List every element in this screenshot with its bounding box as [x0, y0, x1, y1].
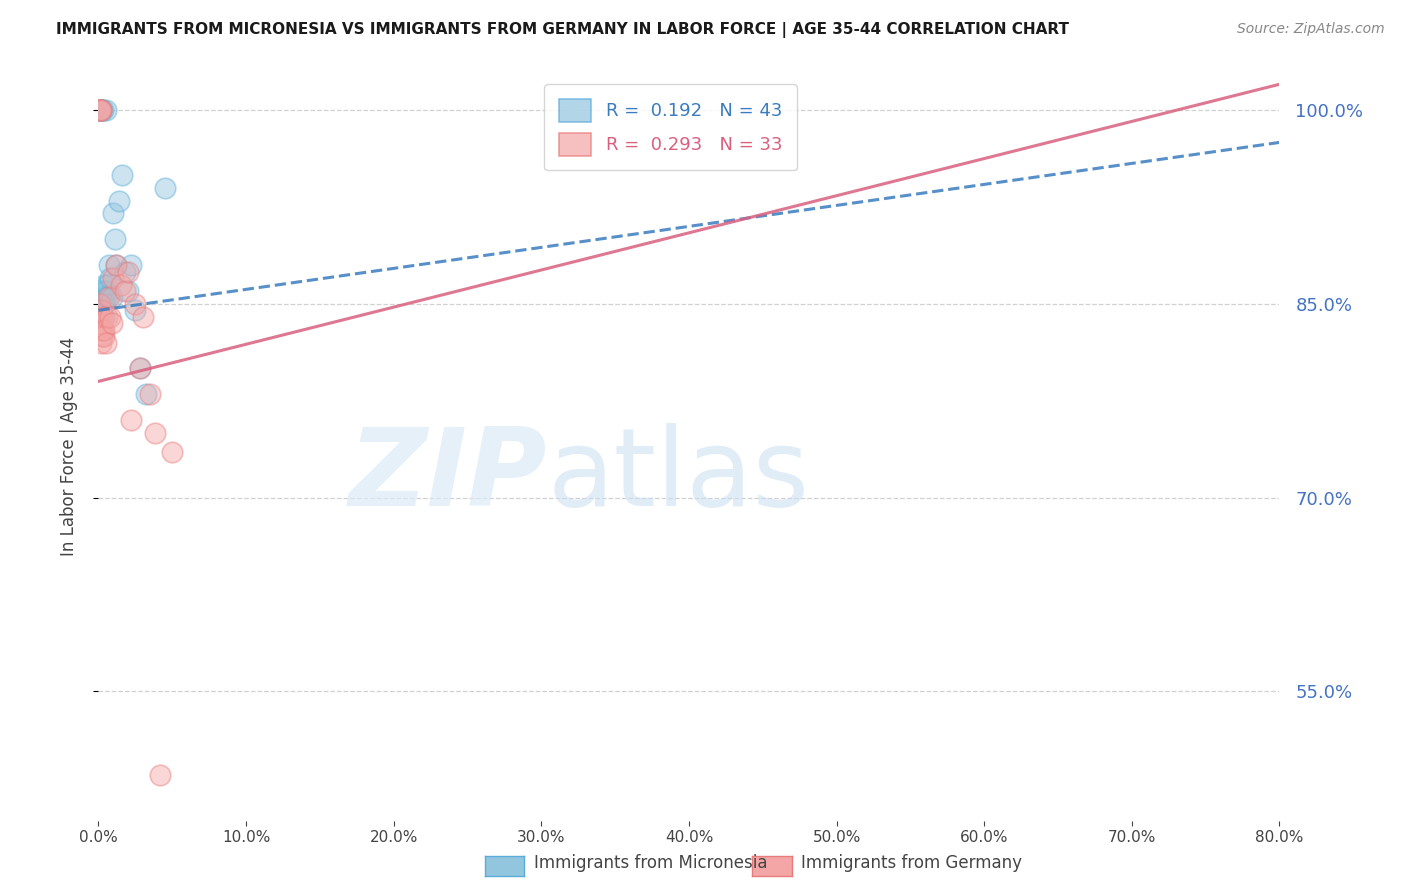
- Text: ZIP: ZIP: [349, 423, 547, 529]
- Point: [89, 297, 111, 311]
- Point: [96, 290, 118, 304]
- Point: [91, 103, 114, 117]
- Point: [89, 297, 111, 311]
- Text: atlas: atlas: [547, 423, 810, 529]
- Point: [90, 290, 112, 304]
- Point: [110, 277, 132, 292]
- Point: [90, 103, 112, 117]
- Point: [135, 387, 157, 401]
- Point: [105, 258, 128, 272]
- Point: [96, 277, 118, 292]
- Point: [105, 258, 128, 272]
- Point: [89, 103, 111, 117]
- Point: [120, 413, 142, 427]
- Point: [94, 290, 117, 304]
- Point: [104, 232, 127, 246]
- Point: [89, 297, 111, 311]
- Point: [143, 426, 166, 441]
- Point: [124, 297, 146, 311]
- Point: [128, 361, 150, 376]
- Point: [91, 284, 114, 298]
- Point: [91, 329, 114, 343]
- Point: [90, 297, 112, 311]
- Point: [90, 297, 112, 311]
- Point: [91, 323, 114, 337]
- Point: [90, 290, 112, 304]
- Point: [93, 277, 115, 292]
- Point: [90, 310, 112, 324]
- Point: [103, 271, 125, 285]
- Point: [111, 168, 134, 182]
- Point: [90, 103, 112, 117]
- Point: [108, 194, 131, 208]
- Point: [89, 323, 111, 337]
- Point: [139, 387, 162, 401]
- Point: [114, 264, 136, 278]
- Point: [114, 284, 136, 298]
- Point: [90, 323, 112, 337]
- Text: Source: ZipAtlas.com: Source: ZipAtlas.com: [1237, 22, 1385, 37]
- Point: [89, 284, 111, 298]
- Point: [162, 445, 183, 459]
- Point: [98, 271, 121, 285]
- Point: [91, 303, 114, 318]
- Point: [93, 310, 115, 324]
- Point: [153, 180, 176, 194]
- Point: [97, 290, 120, 304]
- Point: [124, 303, 146, 318]
- Point: [89, 103, 111, 117]
- Point: [97, 258, 120, 272]
- Point: [91, 290, 114, 304]
- Point: [100, 316, 122, 330]
- Point: [89, 303, 111, 318]
- Point: [93, 329, 115, 343]
- Point: [100, 290, 122, 304]
- Point: [117, 284, 139, 298]
- Point: [89, 103, 111, 117]
- Point: [89, 297, 111, 311]
- Y-axis label: In Labor Force | Age 35-44: In Labor Force | Age 35-44: [59, 336, 77, 556]
- Point: [91, 310, 114, 324]
- Text: IMMIGRANTS FROM MICRONESIA VS IMMIGRANTS FROM GERMANY IN LABOR FORCE | AGE 35-44: IMMIGRANTS FROM MICRONESIA VS IMMIGRANTS…: [56, 22, 1069, 38]
- Legend: R =  0.192   N = 43, R =  0.293   N = 33: R = 0.192 N = 43, R = 0.293 N = 33: [544, 84, 797, 170]
- Point: [98, 310, 121, 324]
- Point: [128, 361, 150, 376]
- Point: [93, 297, 115, 311]
- Point: [93, 323, 115, 337]
- Text: Immigrants from Micronesia: Immigrants from Micronesia: [534, 855, 768, 872]
- Point: [117, 264, 139, 278]
- Point: [89, 310, 111, 324]
- Point: [132, 310, 155, 324]
- Point: [91, 297, 114, 311]
- Point: [90, 103, 112, 117]
- Point: [90, 103, 112, 117]
- Point: [149, 768, 172, 782]
- Text: Immigrants from Germany: Immigrants from Germany: [801, 855, 1022, 872]
- Point: [94, 284, 117, 298]
- Point: [94, 335, 117, 350]
- Point: [94, 103, 117, 117]
- Point: [90, 303, 112, 318]
- Point: [90, 103, 112, 117]
- Point: [96, 310, 118, 324]
- Point: [103, 206, 125, 220]
- Point: [120, 258, 142, 272]
- Point: [90, 335, 112, 350]
- Point: [89, 103, 111, 117]
